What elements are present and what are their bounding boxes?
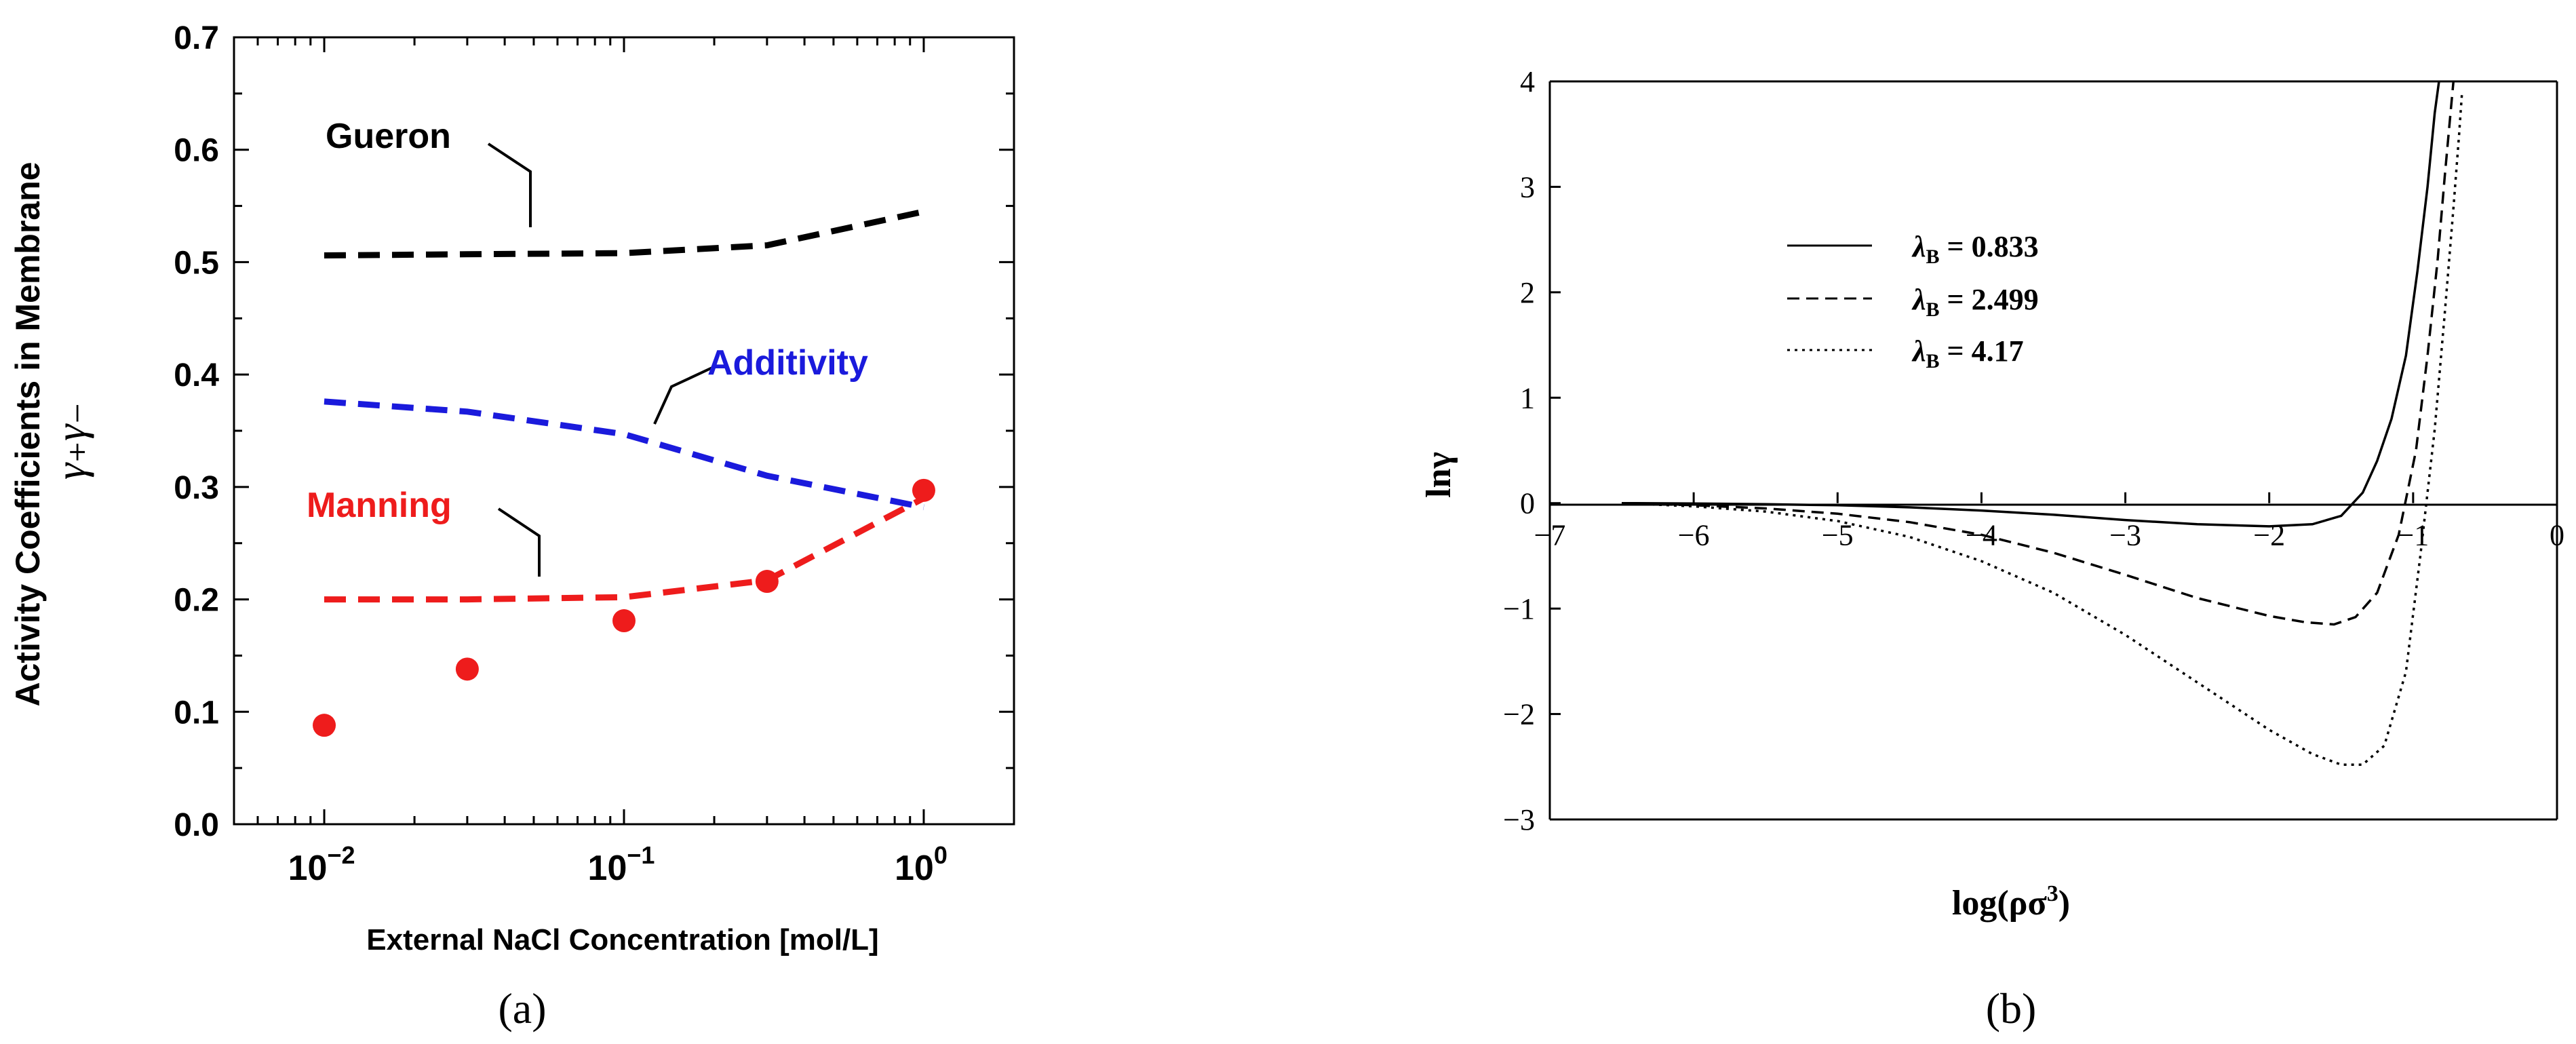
series-dotted-curve xyxy=(1622,92,2463,766)
series-gueron-line xyxy=(324,208,924,258)
gueron-callout-line xyxy=(487,142,532,227)
x-tick-label: −7 xyxy=(1534,519,1566,552)
data-point xyxy=(455,657,479,681)
y-tick-label: 0.5 xyxy=(174,245,219,281)
y-tick-label: 0 xyxy=(1520,487,1535,520)
y-tick-label: 0.3 xyxy=(174,470,219,506)
y-tick-label: 0.6 xyxy=(174,133,219,169)
legend-entry-2: λB = 2.499 xyxy=(1911,283,2039,321)
annotation-additivity: Additivity xyxy=(707,343,868,383)
series-solid-curve xyxy=(1622,81,2440,528)
y-tick-label: 0.7 xyxy=(174,20,219,56)
panel-a-x-axis-label: External NaCl Concentration [mol/L] xyxy=(366,923,878,956)
y-tick-label: 3 xyxy=(1520,170,1535,204)
y-tick-label: 0.2 xyxy=(174,583,219,619)
x-tick-label: −2 xyxy=(2253,519,2285,552)
series-dashed-curve xyxy=(1622,81,2455,626)
panel-b-x-axis: −7 −6 −5 −4 −3 −2 −1 0 xyxy=(1534,492,2564,552)
x-tick-label: 10−2 xyxy=(288,841,355,888)
y-tick-label: 0.4 xyxy=(174,357,219,393)
annotation-gueron: Gueron xyxy=(326,117,451,156)
y-tick-label: −2 xyxy=(1503,698,1535,731)
data-point xyxy=(313,714,336,737)
y-tick-label: 2 xyxy=(1520,276,1535,309)
data-point xyxy=(912,478,935,502)
legend-entry-3: λB = 4.17 xyxy=(1911,334,2024,372)
additivity-callout-line xyxy=(653,366,713,425)
x-tick-label: 10−1 xyxy=(588,841,655,888)
panel-b-x-axis-label: log(ρσ3) xyxy=(1952,881,2070,923)
x-tick-label: 0 xyxy=(2550,519,2564,552)
x-tick-label: −5 xyxy=(1822,519,1854,552)
x-tick-label: −6 xyxy=(1678,519,1710,552)
x-tick-label: −3 xyxy=(2109,519,2141,552)
panel-a: 0.0 0.1 0.2 0.3 0.4 0.5 0.6 0.7 10−2 10−1 100 Gue… xyxy=(9,20,1015,1032)
panel-b-y-axis-label: lnγ xyxy=(1420,452,1458,498)
legend-entry-1: λB = 0.833 xyxy=(1911,230,2039,268)
annotation-manning: Manning xyxy=(307,486,452,525)
manning-callout-line xyxy=(497,507,541,577)
y-tick-label: 1 xyxy=(1520,381,1535,414)
panel-b-legend: λB = 0.833 λB = 2.499 λB = 4.17 xyxy=(1787,230,2039,372)
x-tick-label: 100 xyxy=(895,841,948,888)
y-tick-label: 0.1 xyxy=(174,695,219,731)
y-tick-label: −1 xyxy=(1503,592,1535,625)
panel-a-label: (a) xyxy=(498,984,546,1032)
panel-a-y-axis: 0.0 0.1 0.2 0.3 0.4 0.5 0.6 0.7 xyxy=(174,20,1014,843)
panel-a-series xyxy=(324,208,926,603)
panel-a-points xyxy=(313,478,935,737)
panel-b-series xyxy=(1622,81,2463,766)
data-point xyxy=(612,609,636,633)
panel-a-x-axis: 10−2 10−1 100 xyxy=(233,37,1015,888)
panel-b-y-axis: −3 −2 −1 0 1 2 3 4 xyxy=(1503,65,1561,836)
panel-b-label: (b) xyxy=(1986,984,2037,1032)
y-tick-label: 0.0 xyxy=(174,807,219,843)
y-tick-label: −3 xyxy=(1503,803,1535,836)
y-tick-label: 4 xyxy=(1520,65,1535,98)
data-point xyxy=(755,570,779,594)
panel-a-y-axis-label: Activity Coefficients in Membrane xyxy=(9,162,47,707)
panel-a-y-axis-symbol: γ₊γ₋ xyxy=(48,402,94,480)
